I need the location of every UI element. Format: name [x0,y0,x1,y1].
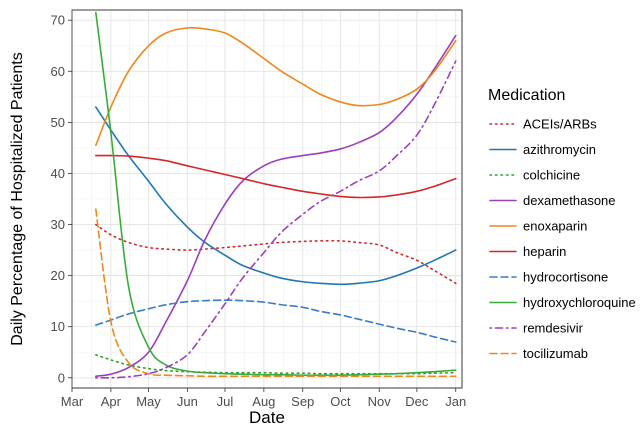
x-tick-label: Jul [217,394,234,409]
y-tick-label: 60 [51,64,65,79]
series-line-hydrocortisone [95,299,457,343]
series-line-heparin [95,154,457,199]
axes: Mar Apr May Jun Jul Aug Sep Oct Nov Dec Jan 0 10 20 30… [51,13,467,409]
x-tick-label: Apr [101,394,122,409]
legend-label-heparin: heparin [523,244,566,259]
y-tick-label: 10 [51,319,65,334]
x-tick-label: Jun [177,394,198,409]
series-line-remdesivir [95,60,457,379]
legend: Medication ACEIs/ARBs azithromycin colchic… [488,87,636,361]
legend-label-enoxaparin: enoxaparin [523,219,587,234]
legend-label-remdesivir: remdesivir [523,321,584,336]
y-axis-title: Daily Percentage of Hospitalized Patient… [9,52,26,346]
y-tick-label: 40 [51,166,65,181]
y-tick-label: 30 [51,217,65,232]
legend-label-dexamethasone: dexamethasone [523,193,616,208]
plot-border [71,9,463,389]
series-line-tocilizumab [95,208,457,378]
series-lines [95,11,457,379]
x-tick-label: Sep [291,394,314,409]
x-tick-label: Jan [445,394,466,409]
x-tick-label: Mar [61,394,84,409]
legend-label-tocilizumab: tocilizumab [523,346,588,361]
legend-items: ACEIs/ARBs azithromycin colchicine dexameth… [489,117,636,361]
x-tick-label: Aug [252,394,275,409]
legend-title: Medication [488,87,565,104]
gridlines [71,10,462,388]
series-line-azithromycin [95,106,457,286]
x-tick-label: Nov [368,394,392,409]
legend-label-hydroxychloroquine: hydroxychloroquine [523,295,636,310]
x-axis-title: Date [249,408,285,427]
x-tick-label: May [136,394,161,409]
legend-label-aceis-arbs: ACEIs/ARBs [523,117,597,132]
x-tick-label: Dec [405,394,429,409]
series-line-colchicine [95,354,457,375]
legend-label-azithromycin: azithromycin [523,142,596,157]
y-tick-label: 70 [51,13,65,28]
series-line-enoxaparin [95,26,457,147]
y-tick-label: 0 [58,370,65,385]
y-tick-label: 50 [51,115,65,130]
legend-label-hydrocortisone: hydrocortisone [523,270,608,285]
series-line-hydroxychloroquine [95,11,457,377]
legend-label-colchicine: colchicine [523,168,580,183]
y-tick-label: 20 [51,268,65,283]
x-tick-label: Oct [330,394,351,409]
